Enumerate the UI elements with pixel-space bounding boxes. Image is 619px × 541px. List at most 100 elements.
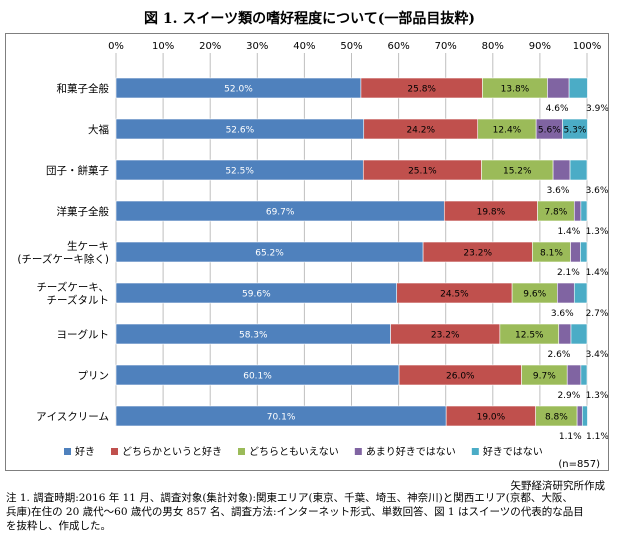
data-label: 2.6%: [548, 350, 571, 360]
legend-label: どちらかというと好き: [122, 446, 222, 458]
data-label: 8.8%: [545, 413, 568, 423]
data-label: 1.4%: [586, 268, 608, 278]
x-tick-label: 40%: [293, 41, 315, 52]
category-label: アイスクリーム: [36, 411, 109, 423]
data-label: 3.9%: [586, 104, 608, 114]
data-label: 12.5%: [515, 331, 544, 341]
legend-swatch: [111, 448, 118, 455]
data-label: 12.4%: [493, 126, 522, 136]
bar-segment: [580, 364, 588, 386]
footnote-line: を抜粋し、作成した。: [6, 520, 111, 532]
data-label: 70.1%: [267, 413, 296, 423]
data-label: 25.1%: [408, 167, 437, 177]
category-label: 生ケーキ: [67, 240, 109, 253]
data-label: 19.0%: [477, 413, 506, 423]
bar-segment: [580, 241, 588, 263]
legend-label: 好きではない: [483, 446, 543, 458]
data-label: 24.2%: [406, 126, 435, 136]
data-label: 13.8%: [501, 85, 530, 95]
data-label: 23.2%: [431, 331, 460, 341]
data-label: 26.0%: [446, 372, 475, 382]
bar-segment: [573, 282, 588, 304]
data-label: 3.6%: [551, 309, 574, 319]
category-label: 和菓子全般: [57, 82, 110, 95]
data-label: 60.1%: [243, 372, 272, 382]
data-label: 3.4%: [586, 350, 608, 360]
data-label: 5.6%: [538, 126, 561, 136]
bar-segment: [581, 405, 588, 427]
data-label: 52.0%: [224, 85, 253, 95]
bar-segment: [566, 364, 582, 386]
data-label: 52.5%: [225, 167, 254, 177]
data-label: 69.7%: [266, 208, 295, 218]
data-label: 65.2%: [255, 249, 284, 259]
category-label: プリン: [78, 370, 110, 382]
stacked-bar-chart: 0% 10% 20% 30% 40% 50% 60% 70% 80% 90% 100% 和菓子全般 52…: [17, 41, 608, 470]
data-label: 4.6%: [546, 104, 569, 114]
x-tick-label: 100%: [573, 41, 602, 52]
category-label: ヨーグルト: [57, 328, 110, 341]
bar-segment: [557, 282, 575, 304]
bar-segment: [570, 323, 588, 345]
figure-title: 図 1. スイーツ類の嗜好程度について(一部品目抜粋): [144, 11, 475, 27]
data-label: 9.7%: [533, 372, 556, 382]
bar-segment: [573, 200, 582, 222]
data-label: 52.6%: [226, 126, 255, 136]
bar-segment: [570, 241, 581, 263]
legend-label: どちらともいえない: [249, 446, 339, 458]
bar-segment: [569, 159, 588, 181]
data-label: 1.4%: [557, 227, 580, 237]
x-tick-label: 50%: [340, 41, 362, 52]
sample-size-note: (n=857): [558, 459, 600, 470]
x-tick-label: 20%: [199, 41, 221, 52]
data-label: 15.2%: [503, 167, 532, 177]
data-label: 2.1%: [557, 268, 580, 278]
data-label: 1.3%: [586, 391, 608, 401]
x-tick-label: 80%: [482, 41, 504, 52]
data-label: 1.1%: [586, 432, 608, 442]
footnote-line: 注 1. 調査時期:2016 年 11 月、調査対象(集計対象):関東エリア(東…: [6, 492, 573, 504]
data-label: 19.8%: [477, 208, 506, 218]
legend-swatch: [354, 448, 362, 455]
bar-segment: [558, 323, 572, 345]
data-label: 59.6%: [242, 290, 271, 300]
data-label: 7.8%: [544, 208, 567, 218]
data-label: 3.6%: [547, 186, 570, 196]
bar-segment: [552, 159, 571, 181]
legend-label: あまり好きではない: [366, 446, 456, 458]
footnote: 注 1. 調査時期:2016 年 11 月、調査対象(集計対象):関東エリア(東…: [6, 491, 611, 533]
data-label: 9.6%: [523, 290, 546, 300]
data-label: 25.8%: [407, 85, 436, 95]
data-label: 23.2%: [463, 249, 492, 259]
x-tick-label: 30%: [246, 41, 268, 52]
category-label: 大福: [88, 123, 109, 136]
bar-segment: [576, 405, 583, 427]
legend-label: 好き: [75, 446, 95, 458]
x-tick-label: 10%: [152, 41, 174, 52]
data-label: 24.5%: [440, 290, 469, 300]
data-label: 8.1%: [540, 249, 563, 259]
legend-swatch: [64, 448, 71, 455]
x-tick-label: 70%: [435, 41, 457, 52]
category-label: チーズケーキ、: [36, 281, 109, 294]
category-label: 洋菓子全般: [57, 205, 110, 218]
bar-segment: [547, 77, 570, 99]
footnote-line: 兵庫)在住の 20 歳代〜60 歳代の男女 857 名、調査方法:インターネット…: [6, 506, 584, 518]
data-label: 3.6%: [586, 186, 608, 196]
data-label: 5.3%: [564, 126, 587, 136]
data-label: 1.3%: [586, 227, 608, 237]
bar-segment: [562, 118, 588, 140]
bar-segment: [568, 77, 588, 99]
x-tick-label: 60%: [387, 41, 409, 52]
x-tick-label: 90%: [529, 41, 551, 52]
data-label: 58.3%: [239, 331, 268, 341]
chart-frame: 0% 10% 20% 30% 40% 50% 60% 70% 80% 90% 100% 和菓子全般 52…: [5, 33, 609, 471]
legend-swatch: [238, 448, 245, 455]
category-label: (チーズケーキ除く): [17, 253, 109, 266]
category-label: 団子・餅菓子: [46, 164, 109, 177]
data-label: 2.7%: [586, 309, 608, 319]
x-tick-label: 0%: [108, 41, 124, 52]
bar-segment: [580, 200, 588, 222]
legend-swatch: [471, 448, 479, 455]
data-label: 1.1%: [559, 432, 582, 442]
